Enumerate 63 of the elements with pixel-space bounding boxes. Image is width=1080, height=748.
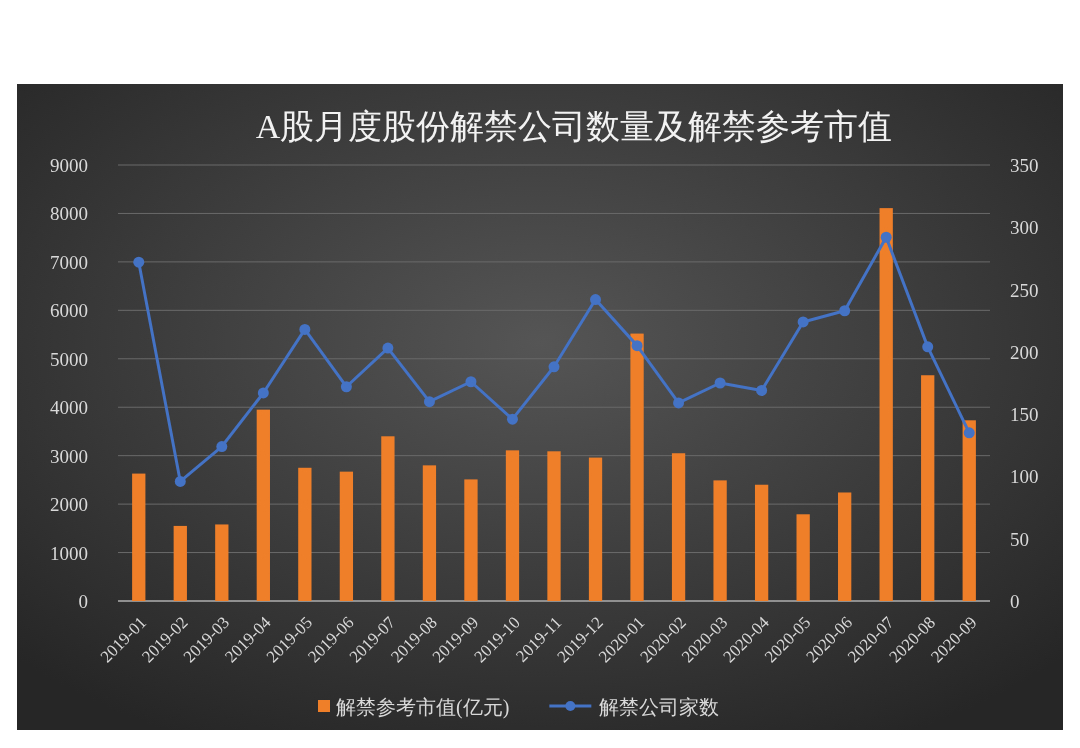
point [506,413,518,425]
point [714,377,726,389]
bar [713,480,727,601]
bar [754,484,769,601]
y-tick-label: 9000 [50,155,88,176]
point [673,397,685,409]
y-tick-label: 3000 [50,445,88,467]
point [299,323,311,335]
y2-tick-label: 250 [1010,279,1039,301]
point [133,256,145,268]
point [216,441,228,453]
point [756,384,768,396]
point [465,376,477,388]
point [340,381,352,393]
bar [796,514,810,601]
y2-tick-label: 200 [1010,341,1039,363]
y-tick-label: 1000 [50,542,88,564]
bar [422,465,437,601]
point [922,341,934,353]
point [548,361,560,373]
y2-tick-label: 50 [1010,528,1029,550]
chart-title: A股月度股份解禁公司数量及解禁参考市值 [255,108,893,145]
y-tick-label: 4000 [50,397,88,419]
bar [962,420,976,601]
bar [630,333,644,601]
point [590,294,602,306]
point [797,316,809,328]
point [631,340,643,352]
bar [215,524,229,601]
y2-tick-label: 150 [1010,404,1039,426]
bar [464,479,478,601]
point [382,342,394,354]
point [963,427,975,439]
bar [339,471,354,601]
legend-label: 解禁参考市值(亿元) [336,696,510,719]
y-tick-label: 7000 [50,251,88,273]
bar [671,453,686,601]
point [174,475,186,487]
y-tick-label: 2000 [50,494,88,516]
bar [879,208,893,601]
bar [173,525,187,601]
bar [921,375,935,601]
point [839,305,851,317]
y2-tick-label: 300 [1010,217,1039,239]
y-tick-label: 0 [78,591,88,612]
bar [588,457,603,601]
y-tick-label: 5000 [50,348,88,370]
point [257,387,269,399]
bar [132,473,146,601]
point [880,231,892,243]
point [423,396,435,408]
bar [381,436,395,601]
bar [505,450,520,601]
y-tick-label: 8000 [50,203,88,225]
y2-tick-label: 0 [1010,591,1020,612]
bar [547,451,561,601]
bar [298,467,312,601]
y-tick-label: 6000 [50,300,88,322]
bar [256,409,270,601]
y2-tick-label: 350 [1010,155,1039,176]
legend-label: 解禁公司家数 [599,696,720,718]
y2-tick-label: 100 [1010,466,1039,488]
bar [838,492,852,601]
